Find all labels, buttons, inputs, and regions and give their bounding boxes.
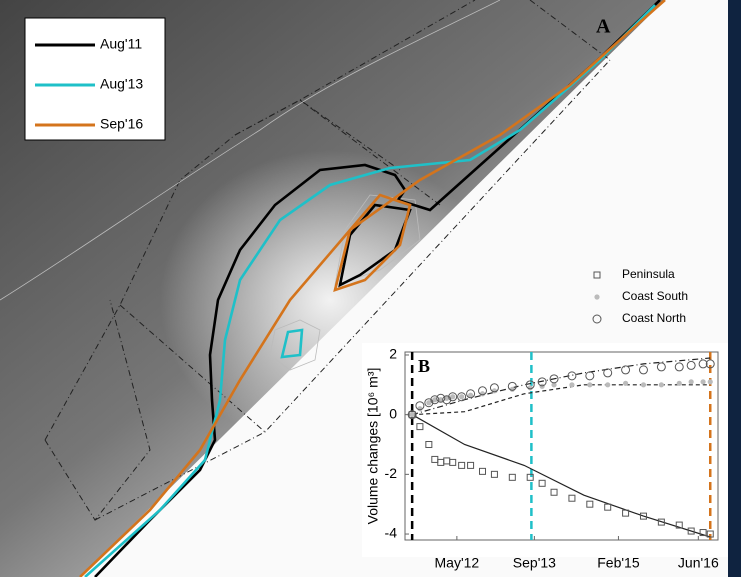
x-tick-label: Feb'15 bbox=[597, 555, 640, 571]
point bbox=[569, 382, 574, 387]
point bbox=[677, 381, 682, 386]
point bbox=[700, 379, 705, 384]
point bbox=[689, 379, 694, 384]
y-tick-label: -2 bbox=[385, 465, 398, 481]
legend-label: Coast North bbox=[622, 311, 686, 325]
point bbox=[480, 391, 485, 396]
point bbox=[587, 382, 592, 387]
panel-label: B bbox=[418, 356, 430, 376]
point bbox=[410, 412, 415, 417]
legend-label: Aug'11 bbox=[100, 36, 142, 52]
y-axis-label: Volume changes [10⁶ m³] bbox=[365, 368, 381, 525]
point bbox=[417, 406, 422, 411]
point bbox=[459, 394, 464, 399]
point bbox=[605, 382, 610, 387]
x-tick-label: Jun'16 bbox=[678, 555, 719, 571]
y-tick-label: -4 bbox=[385, 525, 398, 541]
legend-label: Peninsula bbox=[622, 267, 675, 281]
panel-label: A bbox=[596, 16, 611, 38]
legend-label: Coast South bbox=[622, 289, 688, 303]
x-tick-label: May'12 bbox=[435, 555, 480, 571]
x-tick-label: Sep'13 bbox=[513, 555, 556, 571]
point bbox=[510, 387, 515, 392]
point bbox=[623, 381, 628, 386]
figure: A Aug'11 Aug'13 Sep'16 Peninsula Coast Sout… bbox=[0, 0, 741, 577]
y-tick-label: 2 bbox=[389, 346, 397, 362]
point bbox=[528, 385, 533, 390]
legend-swatch bbox=[594, 294, 599, 299]
edge-strip bbox=[728, 0, 741, 577]
legend-label: Aug'13 bbox=[100, 76, 143, 92]
point bbox=[641, 382, 646, 387]
point bbox=[659, 382, 664, 387]
point bbox=[708, 379, 713, 384]
legend-label: Sep'16 bbox=[100, 116, 143, 132]
y-tick-label: 0 bbox=[389, 405, 397, 421]
point bbox=[492, 388, 497, 393]
legend-box bbox=[25, 18, 165, 140]
